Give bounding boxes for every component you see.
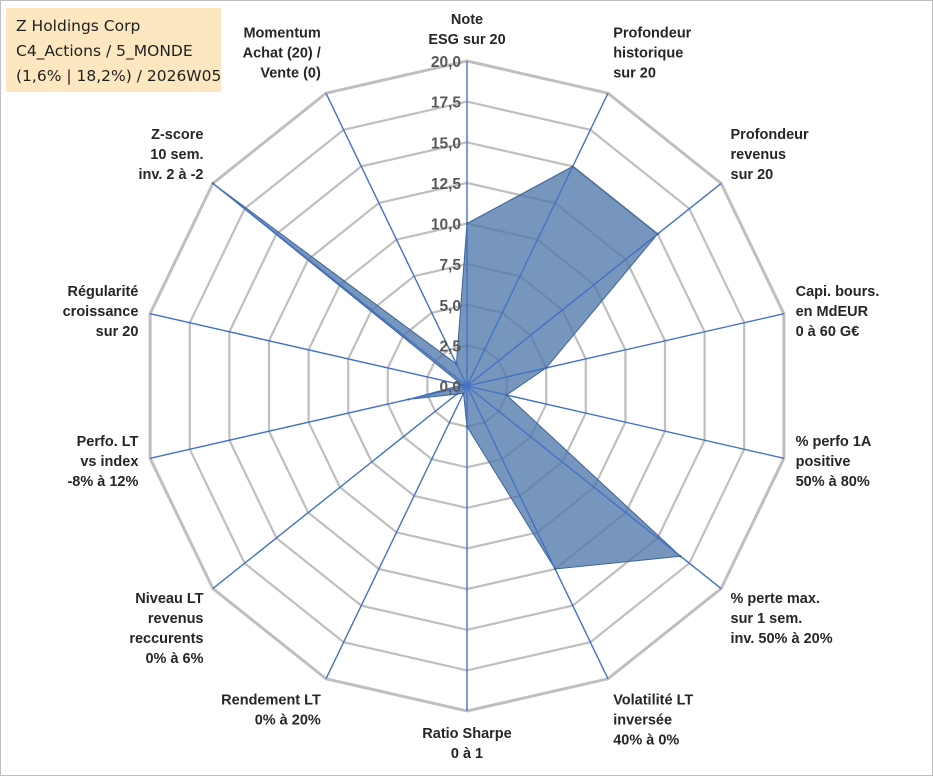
axis-label-7-line-1: 0 à 1 bbox=[451, 746, 483, 762]
data-point-7 bbox=[465, 425, 469, 428]
axis-spoke-12 bbox=[212, 182, 468, 387]
axis-label-3-line-1: en MdEUR bbox=[796, 304, 869, 320]
data-point-11 bbox=[461, 383, 464, 387]
axis-label-12-line-0: Z-score bbox=[151, 127, 203, 143]
axis-label-5-line-2: inv. 50% à 20% bbox=[731, 631, 833, 647]
range-and-week: (1,6% | 18,2%) / 2026W05 bbox=[16, 67, 222, 85]
axis-spoke-4 bbox=[466, 385, 785, 459]
axis-label-4: % perfo 1A positive 50% à 80% bbox=[796, 434, 872, 490]
tick-label-6: 15,0 bbox=[431, 135, 461, 152]
axis-spoke-9 bbox=[212, 385, 468, 590]
axis-label-3-line-0: Capi. bours. bbox=[796, 284, 880, 300]
axis-label-13: Momentum Achat (20) / Vente (0) bbox=[243, 25, 321, 81]
axis-label-12-line-1: 10 sem. bbox=[150, 147, 203, 163]
axis-label-10-line-2: -8% à 12% bbox=[67, 474, 138, 490]
axis-label-13-line-1: Achat (20) / bbox=[243, 45, 321, 61]
data-point-10 bbox=[407, 398, 410, 401]
data-point-6 bbox=[553, 567, 557, 571]
axis-label-2: Profondeur revenus sur 20 bbox=[731, 127, 809, 183]
axis-label-10: Perfo. LT vs index -8% à 12% bbox=[67, 434, 138, 490]
axis-label-6: Volatilité LT inversée 40% à 0% bbox=[613, 693, 693, 749]
axis-label-7-line-0: Ratio Sharpe bbox=[422, 726, 511, 742]
axis-label-9: Niveau LT revenus reccurents 0% à 6% bbox=[129, 591, 203, 667]
axis-label-3-line-2: 0 à 60 G€ bbox=[796, 324, 860, 340]
portfolio-category: C4_Actions / 5_MONDE bbox=[16, 42, 193, 60]
axis-label-11-line-1: croissance bbox=[63, 304, 139, 320]
axis-label-0: Note ESG sur 20 bbox=[428, 12, 505, 48]
axis-label-2-line-2: sur 20 bbox=[731, 167, 774, 183]
axis-label-9-line-2: reccurents bbox=[129, 631, 203, 647]
tick-label-7: 17,5 bbox=[431, 95, 462, 112]
axis-label-0-line-0: Note bbox=[451, 12, 483, 28]
axis-spoke-8 bbox=[325, 385, 468, 680]
axis-label-1: Profondeur historique sur 20 bbox=[613, 25, 691, 81]
axis-label-11-line-0: Régularité bbox=[67, 284, 138, 300]
axis-label-4-line-2: 50% à 80% bbox=[796, 474, 870, 490]
data-point-1 bbox=[571, 165, 574, 168]
data-point-2 bbox=[656, 232, 659, 236]
axis-spoke-5 bbox=[466, 385, 722, 590]
data-point-13 bbox=[455, 362, 458, 366]
tick-label-3: 7,5 bbox=[439, 257, 461, 274]
data-point-0 bbox=[465, 222, 469, 225]
data-point-12 bbox=[211, 182, 215, 185]
axis-label-5-line-1: sur 1 sem. bbox=[731, 611, 803, 627]
axis-label-6-line-0: Volatilité LT bbox=[613, 693, 693, 709]
axis-label-1-line-1: historique bbox=[613, 45, 683, 61]
axis-label-8-line-1: 0% à 20% bbox=[255, 713, 321, 729]
axis-spoke-1 bbox=[466, 92, 609, 387]
axis-label-2-line-0: Profondeur bbox=[731, 127, 809, 143]
company-name: Z Holdings Corp bbox=[16, 17, 141, 35]
axis-label-12-line-2: inv. 2 à -2 bbox=[138, 167, 203, 183]
axis-label-5: % perte max. sur 1 sem. inv. 50% à 20% bbox=[731, 591, 833, 647]
tick-label-8: 20,0 bbox=[431, 54, 461, 71]
axis-label-4-line-1: positive bbox=[796, 454, 851, 470]
axis-label-9-line-1: revenus bbox=[148, 611, 204, 627]
tick-label-1: 2,5 bbox=[439, 338, 461, 355]
axis-label-10-line-1: vs index bbox=[80, 454, 138, 470]
axis-label-13-line-2: Vente (0) bbox=[260, 65, 321, 81]
axis-label-11: Régularité croissance sur 20 bbox=[63, 284, 139, 340]
tick-label-0: 0,0 bbox=[439, 379, 461, 396]
axis-label-13-line-0: Momentum bbox=[243, 25, 320, 41]
axis-spoke-11 bbox=[149, 313, 468, 387]
axis-label-11-line-2: sur 20 bbox=[96, 324, 139, 340]
axis-label-7: Ratio Sharpe 0 à 1 bbox=[422, 726, 511, 762]
data-point-4 bbox=[505, 393, 508, 397]
tick-label-2: 5,0 bbox=[439, 298, 461, 315]
axis-label-0-line-1: ESG sur 20 bbox=[428, 32, 505, 48]
axis-label-2-line-1: revenus bbox=[731, 147, 787, 163]
axis-spoke-13 bbox=[325, 92, 468, 387]
axis-label-6-line-2: 40% à 0% bbox=[613, 733, 679, 749]
data-point-9 bbox=[455, 392, 458, 396]
data-point-8 bbox=[462, 392, 465, 395]
chart-header-box: Z Holdings Corp C4_Actions / 5_MONDE (1,… bbox=[6, 8, 221, 92]
axis-label-10-line-0: Perfo. LT bbox=[77, 434, 139, 450]
axis-label-1-line-0: Profondeur bbox=[613, 25, 691, 41]
axis-label-4-line-0: % perfo 1A bbox=[796, 434, 872, 450]
tick-label-4: 10,0 bbox=[431, 217, 461, 234]
data-point-5 bbox=[679, 555, 682, 558]
axis-spoke-3 bbox=[466, 313, 785, 387]
axis-label-9-line-0: Niveau LT bbox=[135, 591, 203, 607]
tick-label-5: 12,5 bbox=[431, 176, 462, 193]
axis-spoke-6 bbox=[466, 385, 609, 680]
axis-label-8: Rendement LT 0% à 20% bbox=[221, 693, 321, 729]
axis-label-5-line-0: % perte max. bbox=[731, 591, 820, 607]
axis-label-1-line-2: sur 20 bbox=[613, 65, 656, 81]
axis-spoke-2 bbox=[466, 182, 722, 387]
axis-label-9-line-3: 0% à 6% bbox=[145, 651, 203, 667]
axis-label-12: Z-score 10 sem. inv. 2 à -2 bbox=[138, 127, 203, 183]
data-point-3 bbox=[545, 366, 548, 370]
axis-spoke-10 bbox=[149, 385, 468, 459]
axis-label-6-line-1: inversée bbox=[613, 713, 672, 729]
axis-label-8-line-0: Rendement LT bbox=[221, 693, 321, 709]
axis-label-3: Capi. bours. en MdEUR 0 à 60 G€ bbox=[796, 284, 880, 340]
